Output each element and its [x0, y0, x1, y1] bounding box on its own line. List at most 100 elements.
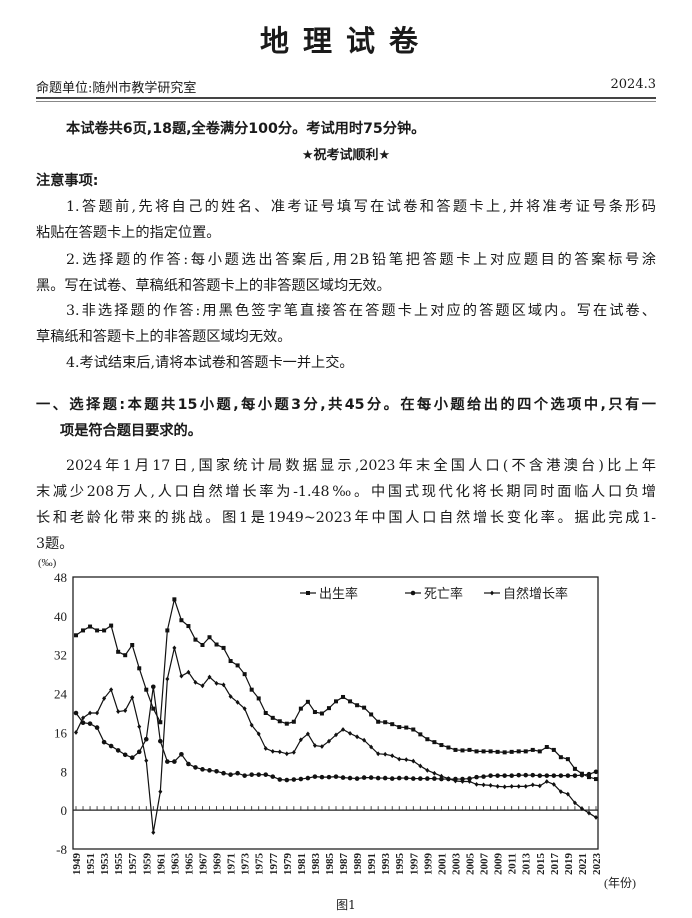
- data-point: [425, 767, 430, 773]
- data-point: [502, 750, 507, 755]
- data-point: [530, 782, 535, 788]
- data-point: [383, 751, 388, 757]
- data-point: [101, 739, 107, 745]
- series-line-2: [75, 647, 597, 833]
- data-point: [186, 669, 191, 675]
- data-point: [116, 709, 121, 714]
- data-point: [256, 772, 262, 777]
- data-point: [523, 772, 529, 778]
- passage-line: 末减少208万人,人口自然增长率为-1.48‰。中国式现代化将长期同时面临人口负…: [36, 484, 656, 500]
- legend-marker: [306, 591, 310, 595]
- data-point: [544, 773, 550, 778]
- x-tick-label: 1969: [212, 853, 224, 876]
- data-point: [509, 783, 514, 789]
- data-point: [551, 782, 556, 787]
- data-point: [123, 653, 128, 658]
- exam-date: 2024.3: [610, 77, 657, 92]
- data-point: [221, 770, 226, 776]
- data-point: [291, 749, 296, 755]
- data-point: [207, 768, 212, 773]
- x-tick-label: 2017: [549, 853, 561, 876]
- data-point: [474, 782, 479, 787]
- data-point: [488, 749, 493, 754]
- data-point: [432, 776, 437, 781]
- data-point: [347, 775, 353, 781]
- data-point: [425, 737, 430, 742]
- data-point: [369, 712, 374, 717]
- data-point: [516, 783, 521, 789]
- data-point: [214, 642, 219, 647]
- x-tick-label: 1967: [197, 853, 209, 876]
- data-point: [418, 732, 423, 737]
- data-point: [228, 694, 233, 699]
- x-tick-label: 1987: [338, 853, 350, 876]
- data-point: [87, 721, 93, 726]
- data-point: [235, 663, 240, 668]
- data-point: [523, 749, 528, 754]
- data-point: [516, 772, 522, 778]
- x-tick-label: 1997: [408, 853, 420, 876]
- data-point: [221, 682, 226, 688]
- plot-frame: [72, 576, 599, 850]
- x-tick-label: 1957: [127, 853, 139, 876]
- data-point: [502, 784, 507, 790]
- data-point: [193, 680, 198, 685]
- x-tick-label: 1977: [268, 853, 280, 876]
- data-point: [312, 743, 317, 748]
- y-tick-label: 0: [61, 803, 68, 818]
- data-point: [333, 774, 339, 779]
- data-point: [439, 743, 444, 748]
- data-point: [544, 745, 549, 749]
- exam-intro: 本试卷共6页,18题,全卷满分100分。考试用时75分钟。: [66, 121, 426, 137]
- x-tick-label: 1991: [366, 853, 378, 875]
- x-tick-label: 1993: [380, 853, 392, 876]
- data-point: [326, 738, 331, 744]
- data-point: [270, 774, 276, 779]
- data-point: [179, 673, 184, 679]
- data-point: [179, 751, 184, 757]
- legend-label: 出生率: [319, 586, 358, 602]
- x-tick-label: 2001: [436, 853, 448, 875]
- data-point: [263, 772, 269, 777]
- data-point: [137, 666, 142, 671]
- data-point: [88, 624, 93, 629]
- data-point: [481, 774, 486, 779]
- data-point: [249, 772, 254, 777]
- data-point: [354, 776, 360, 781]
- data-point: [186, 761, 191, 767]
- data-point: [74, 633, 78, 638]
- data-point: [102, 628, 107, 633]
- data-point: [193, 765, 198, 770]
- data-point: [326, 774, 332, 780]
- data-point: [165, 676, 170, 682]
- data-point: [481, 749, 486, 754]
- data-point: [594, 777, 598, 782]
- x-tick-label: 1963: [169, 853, 181, 876]
- x-tick-label: 2021: [577, 853, 589, 875]
- data-point: [460, 748, 465, 753]
- data-point: [179, 618, 184, 623]
- data-point: [256, 696, 261, 701]
- data-point: [432, 740, 437, 745]
- data-point: [207, 635, 212, 640]
- data-point: [509, 749, 514, 754]
- data-point: [256, 731, 261, 737]
- data-point: [565, 757, 570, 762]
- data-point: [116, 649, 121, 654]
- data-point: [375, 775, 381, 781]
- data-point: [115, 748, 121, 753]
- data-point: [122, 752, 128, 758]
- y-tick-label: 48: [54, 570, 67, 585]
- data-point: [165, 628, 170, 633]
- data-point: [81, 628, 86, 633]
- data-point: [334, 732, 338, 738]
- passage-line: 2024年1月17日,国家统计局数据显示,2023年末全国人口(不含港澳台)比上…: [66, 458, 656, 474]
- data-point: [425, 776, 430, 781]
- x-tick-label: 2007: [479, 853, 491, 876]
- data-point: [143, 736, 149, 742]
- data-point: [432, 770, 437, 776]
- data-point: [411, 758, 416, 764]
- data-point: [537, 773, 543, 778]
- notice-line: 3.非选择题的作答:用黑色签字笔直接答在答题卡上对应的答题区域内。写在试卷、: [66, 303, 656, 319]
- data-point: [151, 830, 156, 835]
